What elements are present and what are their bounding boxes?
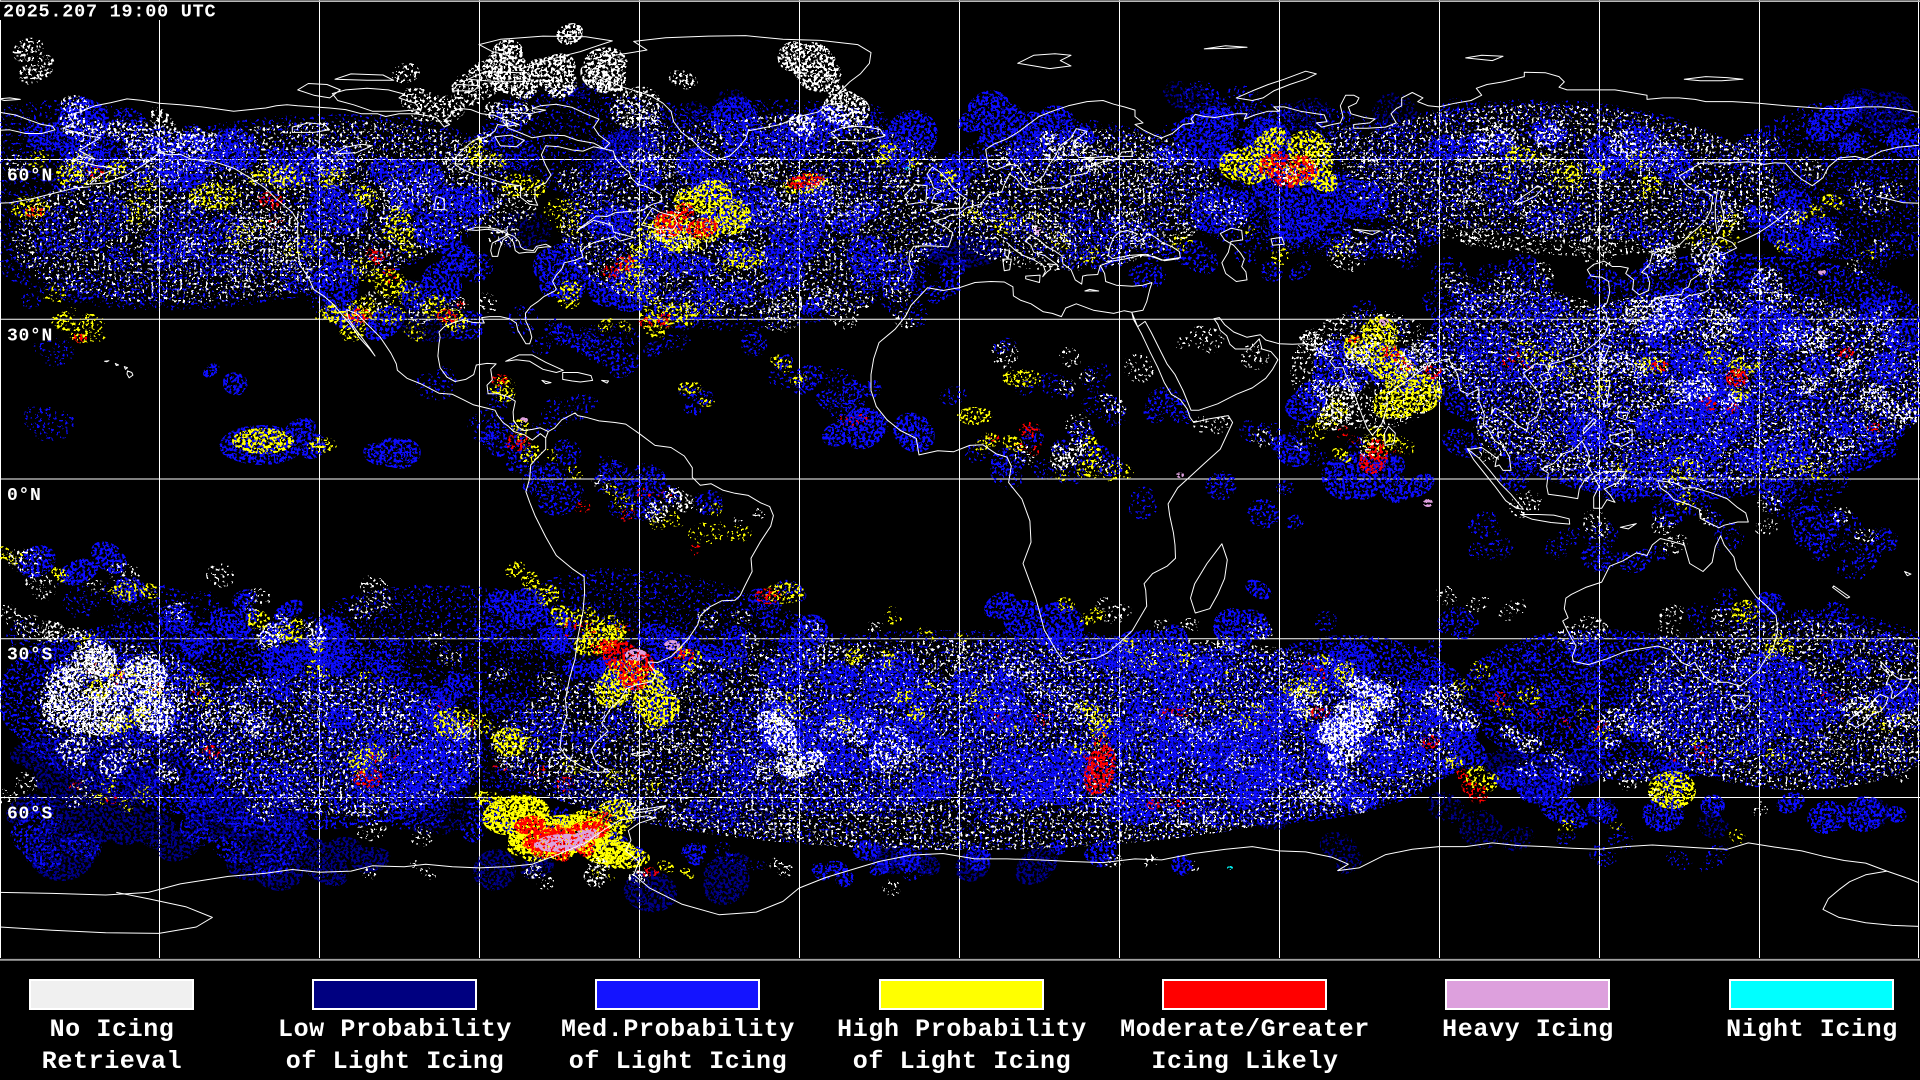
svg-text:0°N: 0°N [7,486,42,506]
svg-text:Retrieval: Retrieval [42,1047,182,1076]
svg-text:Moderate/Greater: Moderate/Greater [1120,1015,1370,1044]
svg-text:Med.Probability: Med.Probability [561,1015,795,1044]
svg-text:60°S: 60°S [7,805,53,825]
svg-text:of Light Icing: of Light Icing [286,1047,504,1076]
svg-text:30°N: 30°N [7,327,53,347]
svg-text:2025.207 19:00 UTC: 2025.207 19:00 UTC [3,2,216,23]
svg-text:60°N: 60°N [7,167,53,187]
svg-text:Night Icing: Night Icing [1726,1015,1898,1044]
svg-text:of Light Icing: of Light Icing [853,1047,1071,1076]
svg-text:30°S: 30°S [7,646,53,666]
svg-text:No Icing: No Icing [50,1015,175,1044]
svg-text:Low Probability: Low Probability [278,1015,512,1044]
svg-text:of Light Icing: of Light Icing [569,1047,787,1076]
svg-text:Icing Likely: Icing Likely [1151,1047,1338,1076]
svg-text:High Probability: High Probability [837,1015,1087,1044]
svg-text:Heavy Icing: Heavy Icing [1442,1015,1614,1044]
